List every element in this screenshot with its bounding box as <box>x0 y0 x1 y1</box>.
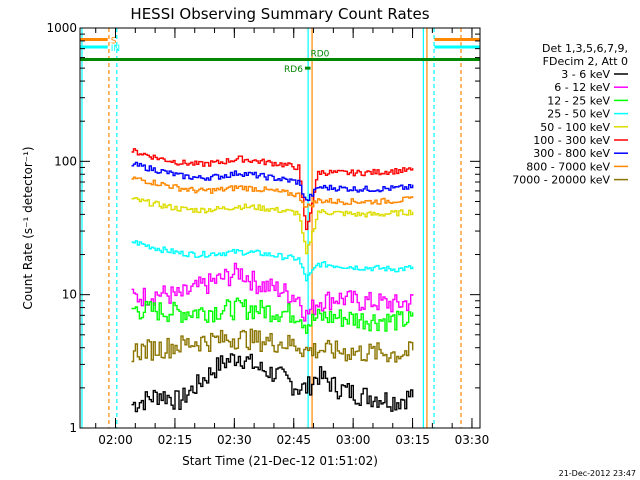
flag-label-0: S <box>111 36 117 46</box>
y-axis-label: Count Rate (s⁻¹ detector⁻¹) <box>21 146 35 309</box>
y-tick-label-1: 10 <box>62 288 77 302</box>
plot-frame <box>79 27 481 429</box>
legend-label-0: 3 - 6 keV <box>561 68 610 81</box>
event-vlines <box>81 28 462 428</box>
series-line-5 <box>131 148 414 231</box>
series-line-1 <box>131 262 414 322</box>
x-tick-label-4: 03:00 <box>336 433 371 447</box>
legend-label-3: 25 - 50 keV <box>547 108 610 121</box>
series-line-6 <box>131 161 414 202</box>
legend-label-1: 6 - 12 keV <box>554 81 610 94</box>
footer-date: 21-Dec-2012 23:47 <box>559 469 636 478</box>
legend-header-0: Det 1,3,5,6,7,9, <box>542 42 628 55</box>
flag-label-1: IN <box>111 44 120 54</box>
flag-bars: SIN RD0 RD6 <box>80 36 480 75</box>
x-tick-label-6: 03:30 <box>455 433 490 447</box>
series-line-7 <box>131 176 414 208</box>
legend-header-1: FDecim 2, Att 0 <box>543 55 628 68</box>
legend-label-5: 100 - 300 keV <box>533 134 610 147</box>
x-tick-label-0: 02:00 <box>98 433 133 447</box>
series-line-8 <box>131 328 414 363</box>
x-tick-label-2: 02:30 <box>217 433 252 447</box>
legend: Det 1,3,5,6,7,9,FDecim 2, Att 03 - 6 keV… <box>512 42 628 187</box>
x-tick-label-1: 02:15 <box>158 433 193 447</box>
legend-label-8: 7000 - 20000 keV <box>512 174 610 187</box>
y-tick-label-3: 1000 <box>46 21 77 35</box>
axes: 1 10 100 1000 02:00 02:15 02:30 02:45 03:00 03:15… <box>46 21 489 447</box>
x-tick-label-3: 02:45 <box>276 433 311 447</box>
y-tick-label-0: 1 <box>69 421 77 435</box>
flag-label-3: RD6 <box>284 65 303 75</box>
series-line-2 <box>131 297 414 334</box>
legend-label-7: 800 - 7000 keV <box>526 160 610 173</box>
x-axis-label: Start Time (21-Dec-12 01:51:02) <box>182 454 378 468</box>
legend-label-6: 300 - 800 keV <box>533 147 610 160</box>
legend-label-2: 12 - 25 keV <box>547 94 610 107</box>
y-tick-label-2: 100 <box>54 154 77 168</box>
x-tick-label-5: 03:15 <box>395 433 430 447</box>
chart-title: HESSI Observing Summary Count Rates <box>130 5 429 23</box>
legend-label-4: 50 - 100 keV <box>540 121 610 134</box>
series-line-0 <box>131 353 414 413</box>
series-line-3 <box>131 240 414 282</box>
flag-label-2: RD0 <box>310 50 329 60</box>
data-series <box>131 148 414 413</box>
series-line-4 <box>131 197 414 255</box>
